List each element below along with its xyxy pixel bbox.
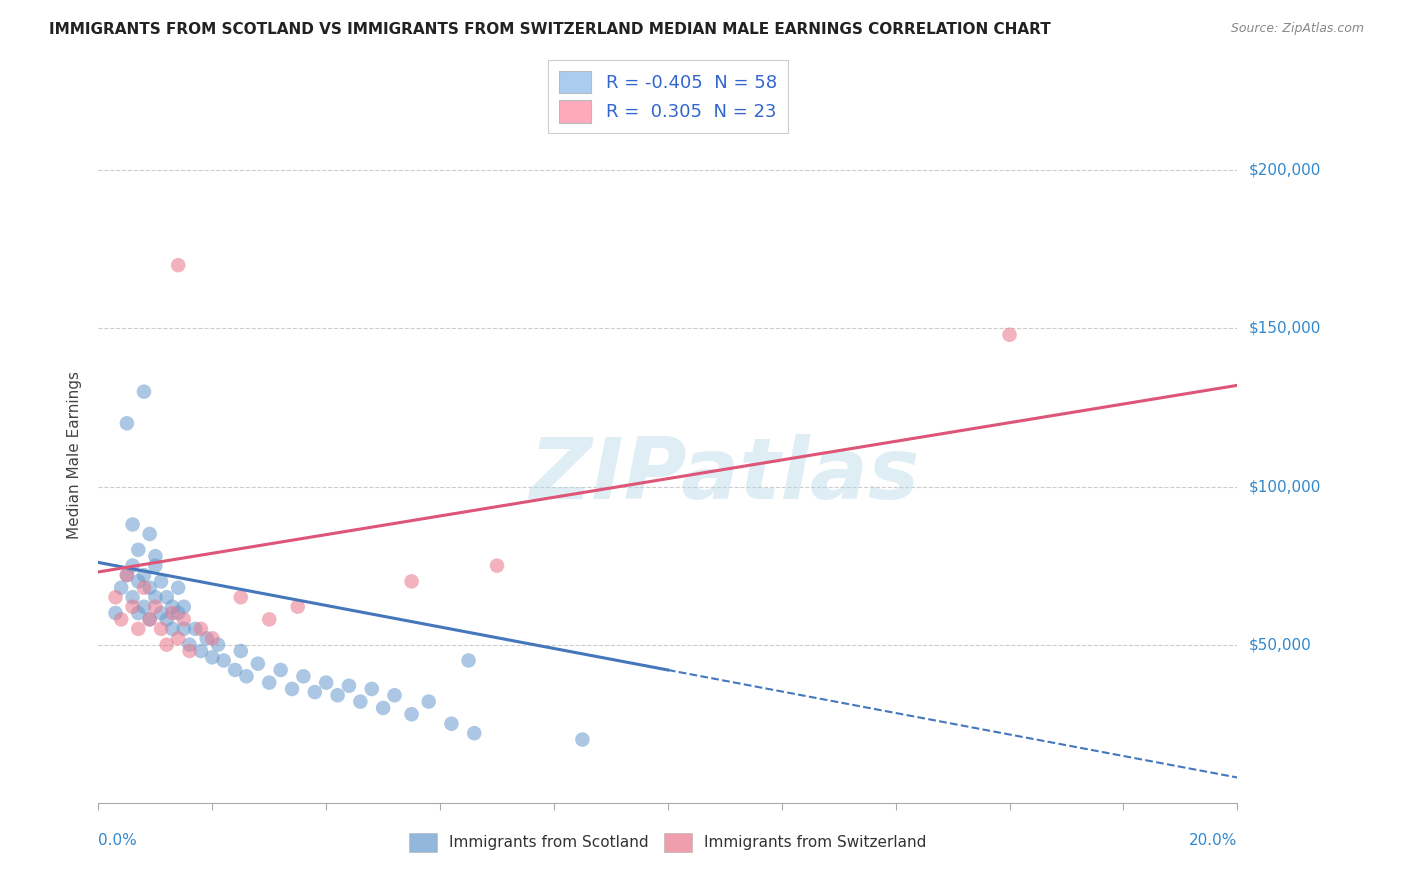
Point <box>373 701 395 715</box>
Point <box>349 695 371 709</box>
Legend: Immigrants from Scotland, Immigrants from Switzerland: Immigrants from Scotland, Immigrants fro… <box>404 827 932 858</box>
Point <box>127 574 149 589</box>
Point <box>401 707 423 722</box>
Point <box>401 574 423 589</box>
Point <box>138 612 160 626</box>
Point <box>360 681 382 696</box>
Point <box>235 669 257 683</box>
Text: IMMIGRANTS FROM SCOTLAND VS IMMIGRANTS FROM SWITZERLAND MEDIAN MALE EARNINGS COR: IMMIGRANTS FROM SCOTLAND VS IMMIGRANTS F… <box>49 22 1050 37</box>
Point <box>326 688 349 702</box>
Point <box>201 632 224 646</box>
Point <box>292 669 315 683</box>
Point <box>281 681 304 696</box>
Point <box>224 663 246 677</box>
Point <box>167 632 190 646</box>
Point <box>121 517 143 532</box>
Point <box>162 599 184 614</box>
Point <box>162 622 184 636</box>
Point <box>110 612 132 626</box>
Point <box>195 632 218 646</box>
Point <box>440 716 463 731</box>
Point <box>150 574 173 589</box>
Point <box>150 606 173 620</box>
Point <box>259 612 281 626</box>
Point <box>486 558 509 573</box>
Point <box>384 688 406 702</box>
Text: 20.0%: 20.0% <box>1189 833 1237 848</box>
Point <box>132 568 155 582</box>
Point <box>138 527 160 541</box>
Point <box>156 591 179 605</box>
Point <box>138 581 160 595</box>
Point <box>179 644 201 658</box>
Text: ZIPatlas: ZIPatlas <box>530 434 920 517</box>
Point <box>162 606 184 620</box>
Point <box>246 657 269 671</box>
Point <box>145 549 167 563</box>
Point <box>150 622 173 636</box>
Point <box>173 612 195 626</box>
Y-axis label: Median Male Earnings: Median Male Earnings <box>67 371 83 539</box>
Text: $100,000: $100,000 <box>1249 479 1320 494</box>
Point <box>121 599 143 614</box>
Point <box>127 542 149 557</box>
Point <box>229 644 252 658</box>
Point <box>207 638 229 652</box>
Point <box>115 417 138 431</box>
Point <box>127 606 149 620</box>
Point <box>110 581 132 595</box>
Point <box>173 622 195 636</box>
Point <box>167 606 190 620</box>
Point <box>998 327 1021 342</box>
Text: Source: ZipAtlas.com: Source: ZipAtlas.com <box>1230 22 1364 36</box>
Point <box>418 695 440 709</box>
Point <box>457 653 479 667</box>
Point <box>167 581 190 595</box>
Point <box>179 638 201 652</box>
Point <box>173 599 195 614</box>
Point <box>337 679 360 693</box>
Text: $50,000: $50,000 <box>1249 637 1312 652</box>
Point <box>571 732 593 747</box>
Point <box>138 612 160 626</box>
Point <box>287 599 309 614</box>
Point <box>104 591 127 605</box>
Point <box>145 558 167 573</box>
Point <box>127 622 149 636</box>
Point <box>145 591 167 605</box>
Point <box>270 663 292 677</box>
Point <box>167 258 190 272</box>
Point <box>132 384 155 399</box>
Text: $200,000: $200,000 <box>1249 163 1320 178</box>
Point <box>156 612 179 626</box>
Point <box>132 581 155 595</box>
Text: 0.0%: 0.0% <box>98 833 138 848</box>
Text: $150,000: $150,000 <box>1249 321 1320 336</box>
Point <box>184 622 207 636</box>
Point <box>145 599 167 614</box>
Point <box>190 644 212 658</box>
Point <box>121 591 143 605</box>
Point <box>132 599 155 614</box>
Point <box>315 675 337 690</box>
Point <box>121 558 143 573</box>
Point <box>104 606 127 620</box>
Point <box>156 638 179 652</box>
Point <box>190 622 212 636</box>
Point <box>304 685 326 699</box>
Point <box>212 653 235 667</box>
Point <box>259 675 281 690</box>
Point <box>115 568 138 582</box>
Point <box>229 591 252 605</box>
Point <box>201 650 224 665</box>
Point <box>115 568 138 582</box>
Point <box>463 726 485 740</box>
